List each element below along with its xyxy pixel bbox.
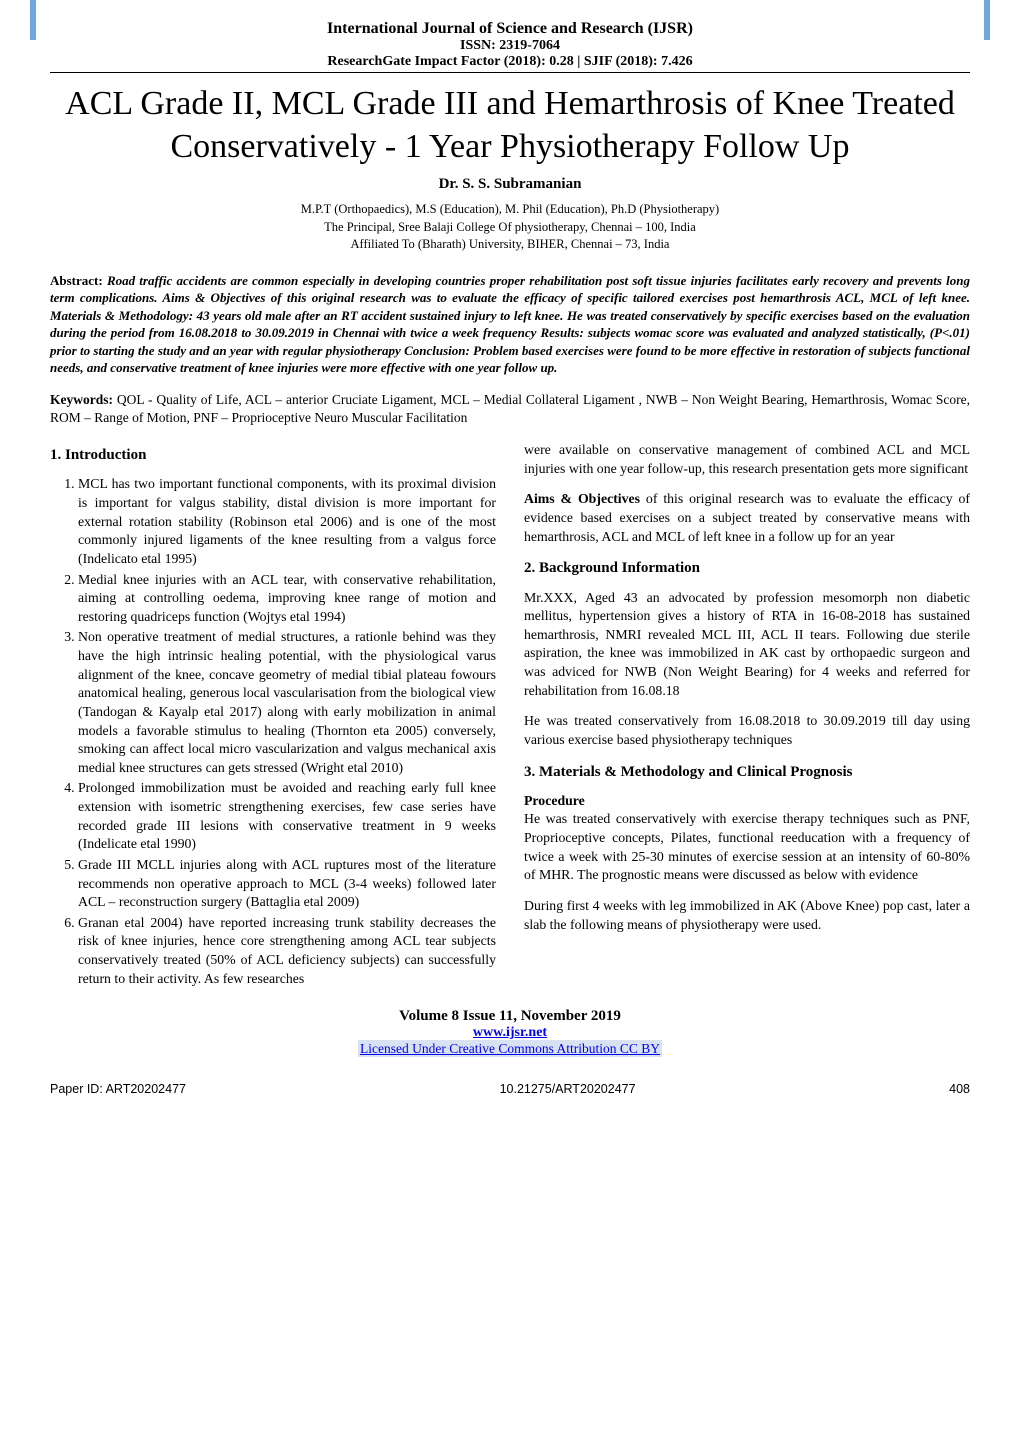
keywords-text: QOL - Quality of Life, ACL – anterior Cr…	[50, 392, 970, 425]
aims-label: Aims & Objectives	[524, 491, 640, 506]
two-column-layout: 1. Introduction MCL has two important fu…	[50, 441, 970, 990]
background-heading: 2. Background Information	[524, 558, 970, 578]
article-title: ACL Grade II, MCL Grade III and Hemarthr…	[50, 83, 970, 168]
impact-factor-text: ResearchGate Impact Factor (2018): 0.28 …	[50, 54, 970, 70]
paper-id: Paper ID: ART20202477	[50, 1082, 186, 1096]
license-link[interactable]: Licensed Under Creative Commons Attribut…	[358, 1040, 662, 1057]
list-item: Grade III MCLL injuries along with ACL r…	[78, 856, 496, 912]
introduction-list: MCL has two important functional compone…	[50, 475, 496, 988]
intro-continuation: were available on conservative managemen…	[524, 441, 970, 478]
author-name: Dr. S. S. Subramanian	[50, 176, 970, 193]
doi-text: 10.21275/ART20202477	[500, 1082, 636, 1096]
list-item: Medial knee injuries with an ACL tear, w…	[78, 571, 496, 627]
affiliation-line: The Principal, Sree Balaji College Of ph…	[50, 219, 970, 237]
column-right: were available on conservative managemen…	[524, 441, 970, 990]
right-stripe	[984, 0, 990, 40]
background-para2: He was treated conservatively from 16.08…	[524, 712, 970, 749]
procedure-label: Procedure	[524, 792, 970, 811]
list-item: MCL has two important functional compone…	[78, 475, 496, 568]
column-left: 1. Introduction MCL has two important fu…	[50, 441, 496, 990]
background-para1: Mr.XXX, Aged 43 an advocated by professi…	[524, 589, 970, 701]
keywords-label: Keywords:	[50, 392, 113, 407]
introduction-heading: 1. Introduction	[50, 445, 496, 465]
page-container: International Journal of Science and Res…	[0, 0, 1020, 1068]
list-item: Non operative treatment of medial struct…	[78, 628, 496, 777]
issn-text: ISSN: 2319-7064	[50, 38, 970, 54]
footer-block: Volume 8 Issue 11, November 2019 www.ijs…	[50, 1008, 970, 1058]
materials-heading: 3. Materials & Methodology and Clinical …	[524, 762, 970, 782]
abstract-label: Abstract:	[50, 273, 103, 288]
list-item: Prolonged immobilization must be avoided…	[78, 779, 496, 854]
header-divider	[50, 72, 970, 73]
left-stripe	[30, 0, 36, 40]
affiliation-block: M.P.T (Orthopaedics), M.S (Education), M…	[50, 201, 970, 254]
journal-name: International Journal of Science and Res…	[50, 20, 970, 38]
procedure-para2: During first 4 weeks with leg immobilize…	[524, 897, 970, 934]
aims-paragraph: Aims & Objectives of this original resea…	[524, 490, 970, 546]
affiliation-line: M.P.T (Orthopaedics), M.S (Education), M…	[50, 201, 970, 219]
list-item: Granan etal 2004) have reported increasi…	[78, 914, 496, 989]
abstract-text: Road traffic accidents are common especi…	[50, 273, 970, 376]
page-number: 408	[949, 1082, 970, 1096]
header-block: International Journal of Science and Res…	[50, 20, 970, 70]
bottom-bar: Paper ID: ART20202477 10.21275/ART202024…	[0, 1068, 1020, 1114]
abstract-block: Abstract: Road traffic accidents are com…	[50, 272, 970, 377]
site-link[interactable]: www.ijsr.net	[473, 1025, 547, 1040]
procedure-para1: He was treated conservatively with exerc…	[524, 810, 970, 885]
volume-info: Volume 8 Issue 11, November 2019	[50, 1008, 970, 1025]
keywords-block: Keywords: QOL - Quality of Life, ACL – a…	[50, 391, 970, 427]
affiliation-line: Affiliated To (Bharath) University, BIHE…	[50, 236, 970, 254]
